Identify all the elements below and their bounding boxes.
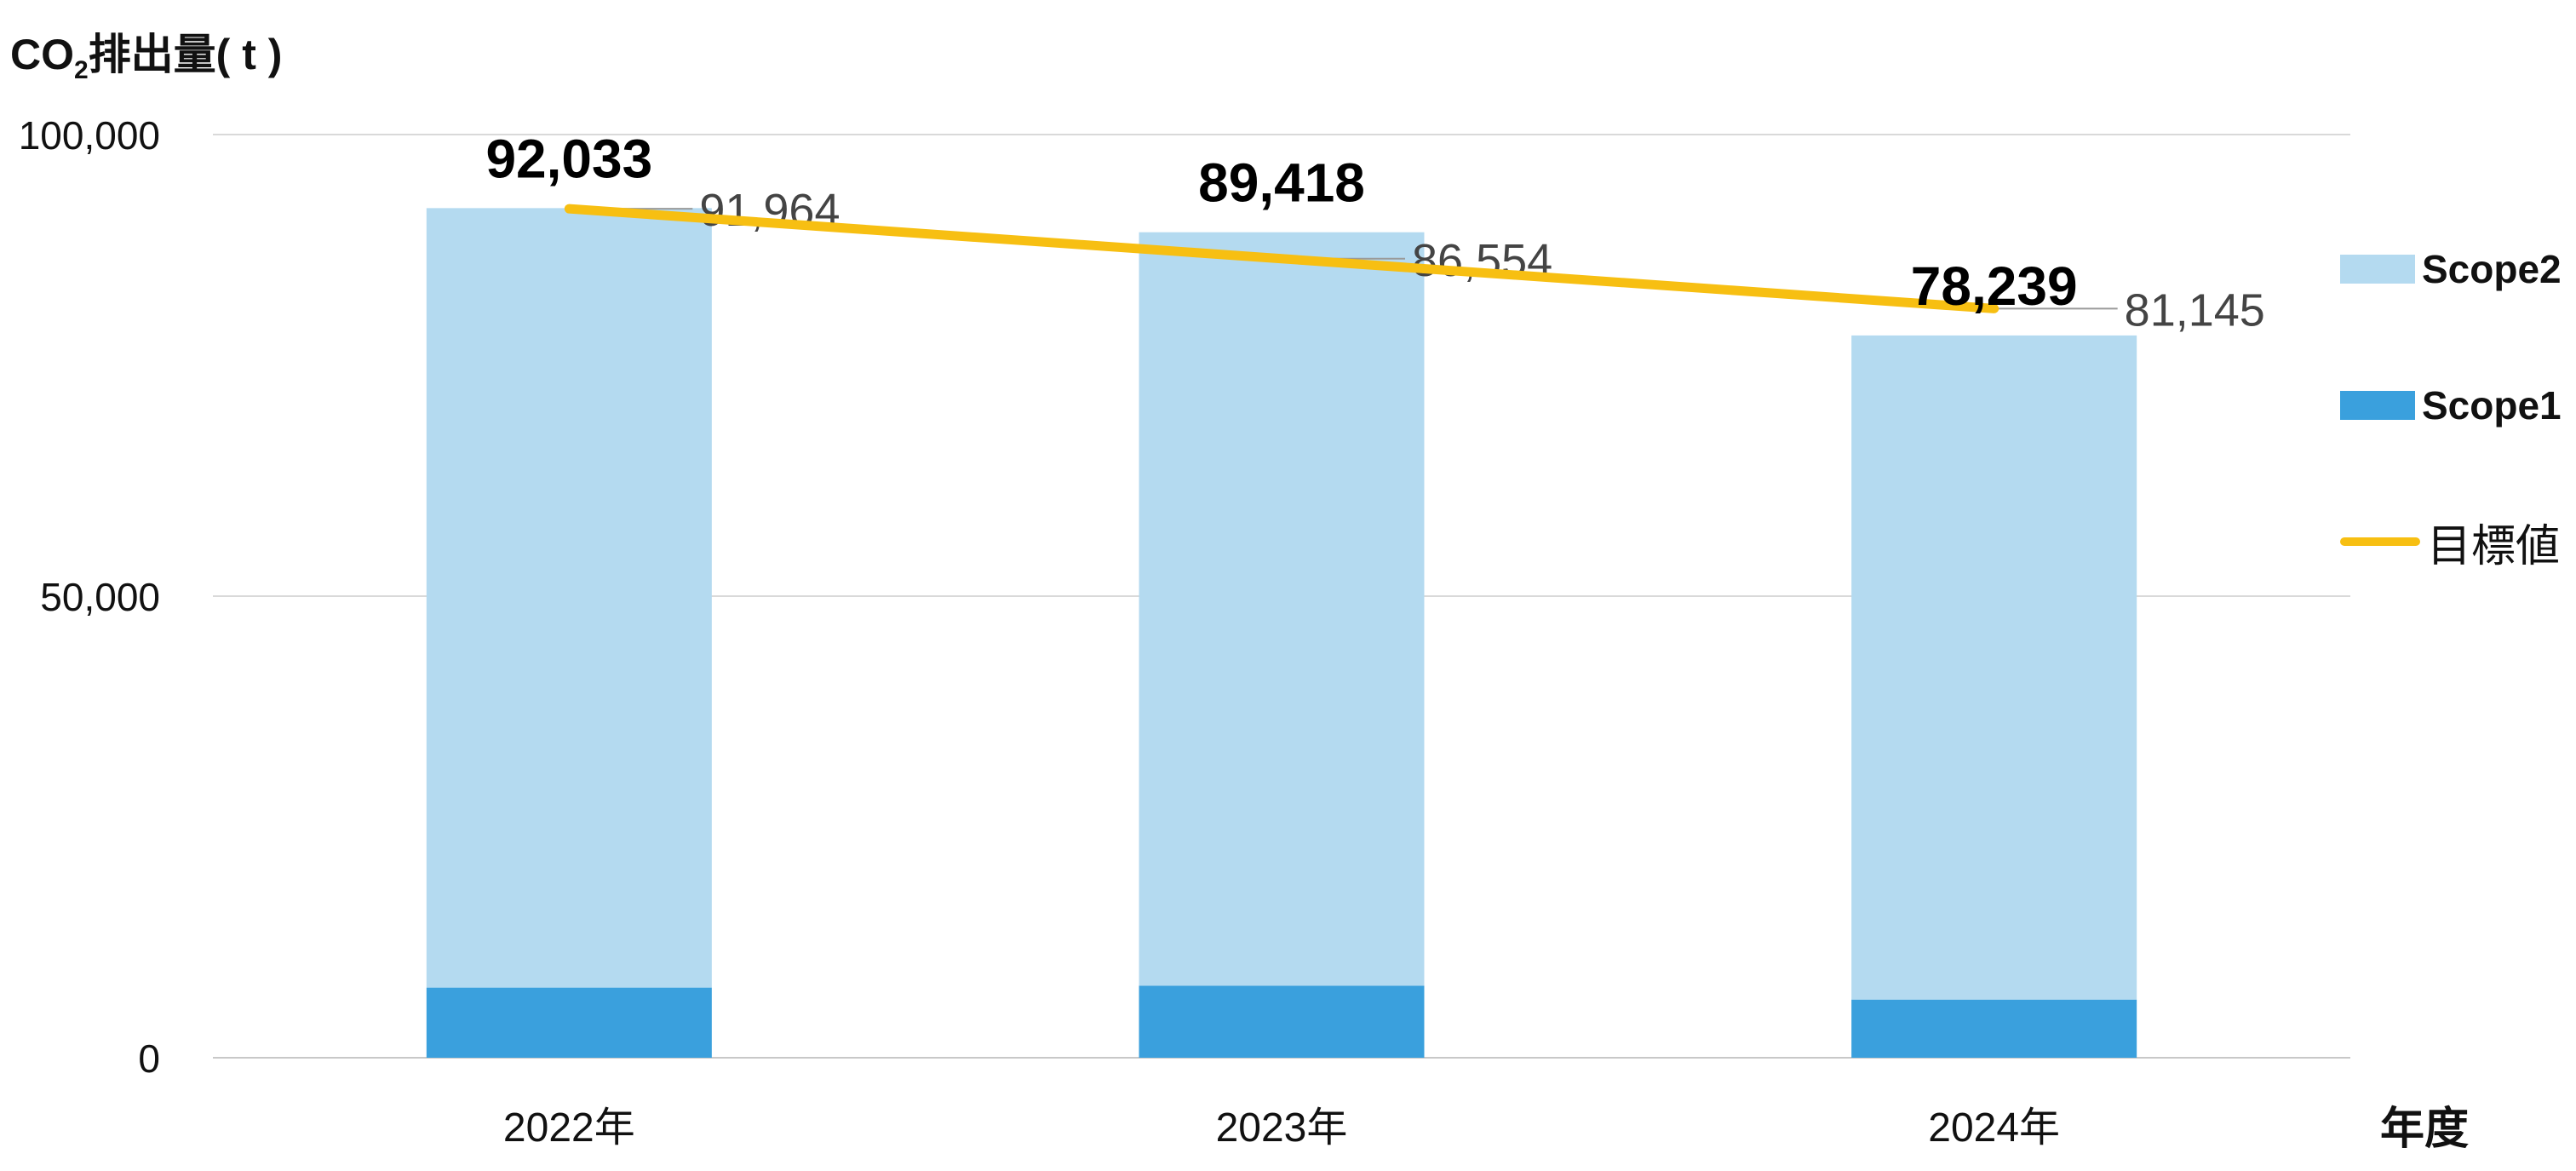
bar-scope2-2 — [1851, 335, 2137, 1000]
legend-item-scope1: Scope1 — [2340, 382, 2562, 429]
bar-scope1-2 — [1851, 999, 2137, 1058]
legend-item-scope2: Scope2 — [2340, 245, 2562, 293]
legend-swatch-target — [2340, 537, 2420, 546]
legend-item-target: 目標値 — [2340, 518, 2562, 571]
legend-label-scope2: Scope2 — [2422, 247, 2562, 291]
y-tick-label-2: 100,000 — [19, 113, 160, 158]
x-tick-label-2: 2024年 — [1928, 1105, 2060, 1151]
legend-label-target: 目標値 — [2427, 521, 2561, 571]
target-value-label-2: 81,145 — [2125, 284, 2265, 336]
legend-label-scope1: Scope1 — [2422, 383, 2562, 428]
y-tick-label-1: 50,000 — [40, 575, 160, 619]
y-axis-title: CO2排出量( t ) — [10, 31, 283, 84]
legend-swatch-scope2 — [2340, 255, 2415, 284]
legend: Scope2 Scope1 目標値 — [2340, 245, 2562, 654]
total-label-2: 78,239 — [1911, 255, 2078, 317]
bar-scope2-0 — [426, 208, 712, 988]
bar-scope1-1 — [1139, 985, 1425, 1058]
x-axis-title: 年度 — [2380, 1105, 2470, 1154]
bar-scope1-0 — [426, 987, 712, 1058]
total-label-0: 92,033 — [485, 128, 652, 189]
legend-swatch-scope1 — [2340, 391, 2415, 420]
bar-scope2-1 — [1139, 232, 1425, 986]
x-tick-label-1: 2023年 — [1216, 1105, 1348, 1151]
x-tick-label-0: 2022年 — [503, 1105, 635, 1151]
total-label-1: 89,418 — [1198, 152, 1365, 214]
target-line — [564, 204, 1999, 313]
y-tick-label-0: 0 — [138, 1036, 160, 1081]
